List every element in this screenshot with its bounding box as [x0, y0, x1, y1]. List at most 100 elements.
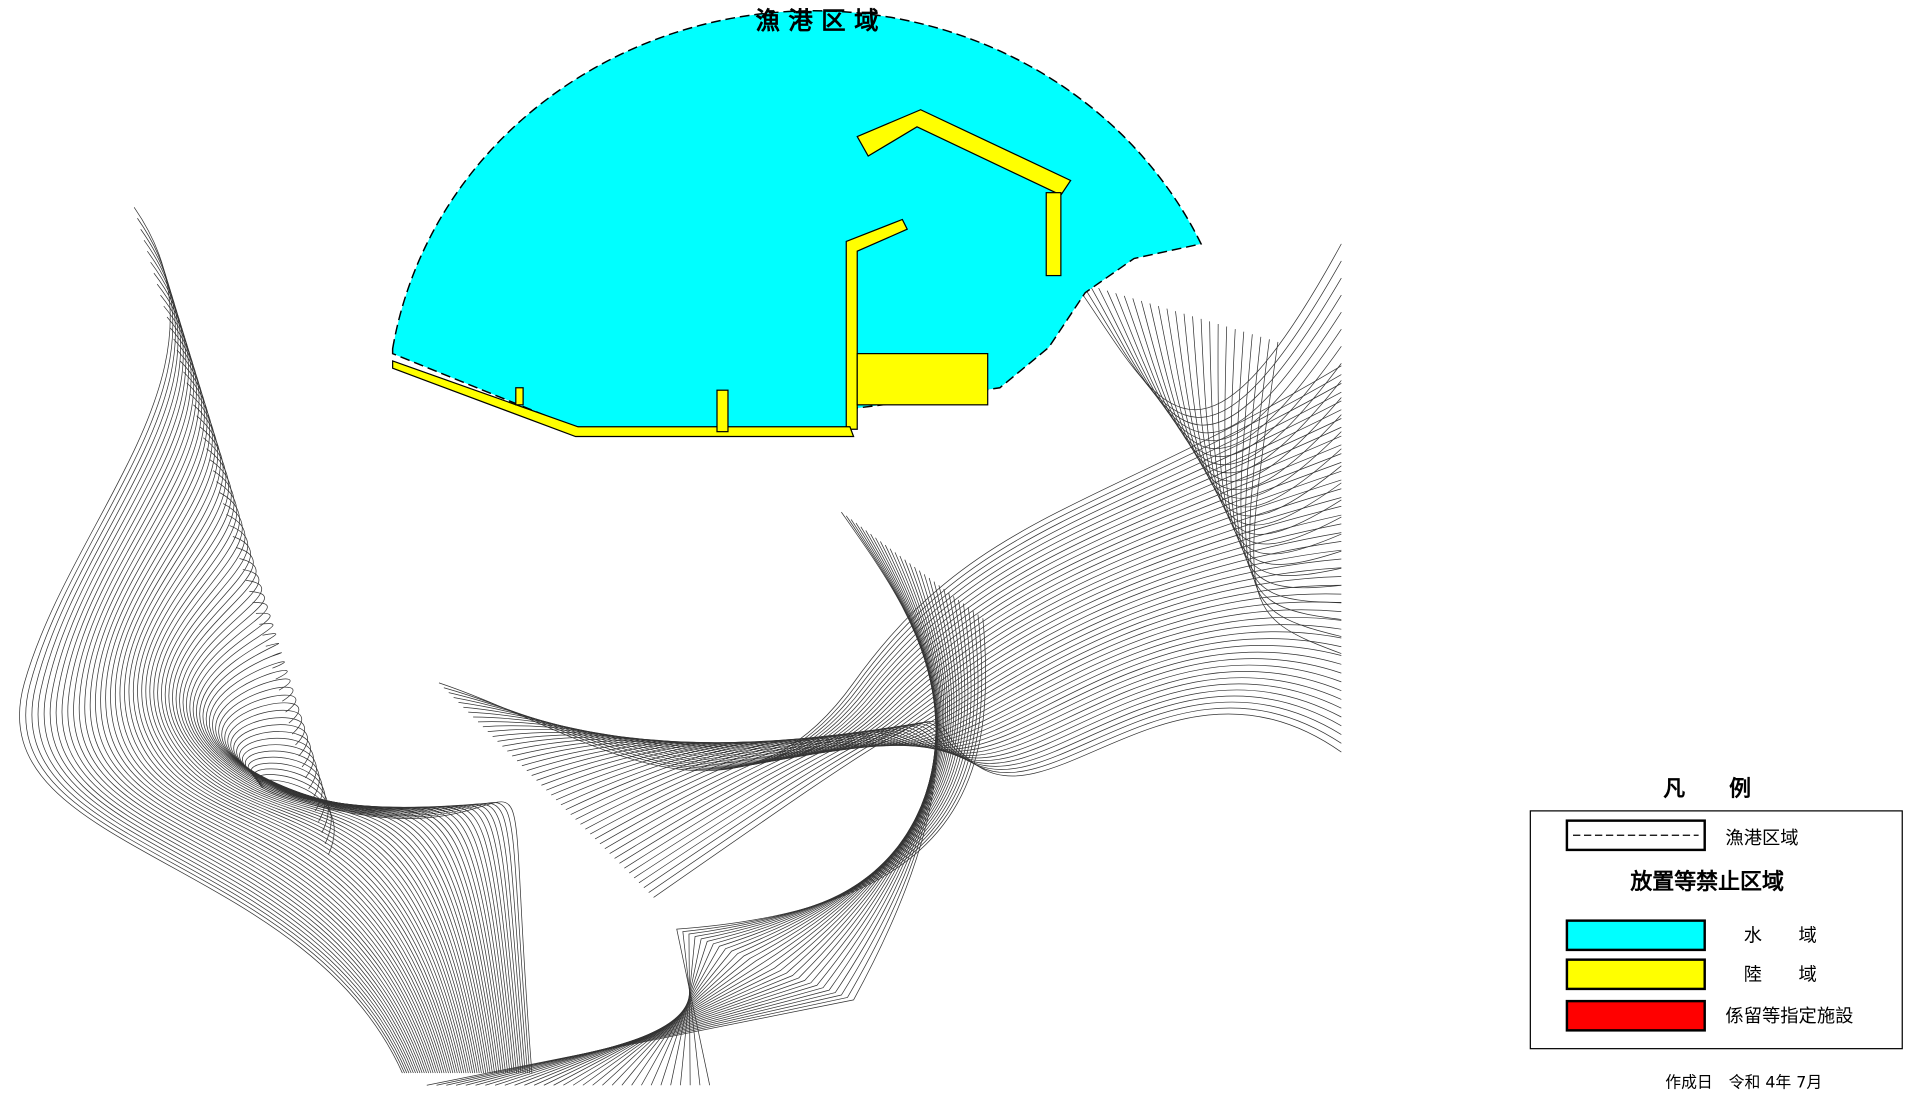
- contour: [543, 555, 942, 1086]
- contour: [648, 707, 1342, 893]
- contour: [192, 612, 484, 1074]
- contour: [585, 624, 1342, 830]
- contour: [487, 453, 1342, 761]
- contour: [250, 762, 526, 1074]
- contour: [463, 409, 1342, 766]
- contour: [67, 294, 421, 1074]
- contour: [186, 591, 480, 1074]
- legend-box: [1529, 810, 1903, 1050]
- contour: [124, 415, 445, 1074]
- contour: [582, 570, 948, 1086]
- contour: [475, 530, 937, 1086]
- contour: [638, 695, 1342, 884]
- legend-swatch: [1565, 958, 1706, 991]
- contour: [1081, 260, 1342, 418]
- contour: [570, 601, 1342, 815]
- contour: [179, 569, 476, 1074]
- contour: [73, 305, 423, 1074]
- contour: [660, 599, 969, 1086]
- legend-title: 凡 例: [1663, 777, 1751, 802]
- contour: [230, 717, 511, 1074]
- contour: [453, 391, 1342, 768]
- contour: [153, 492, 460, 1074]
- contour: [560, 584, 1342, 806]
- contour: [1175, 311, 1342, 508]
- contour: [621, 585, 957, 1086]
- contour: [572, 566, 947, 1086]
- contour: [555, 576, 1342, 801]
- contour: [512, 497, 1342, 757]
- contour: [175, 558, 473, 1074]
- contour: [514, 544, 939, 1086]
- contour: [1230, 329, 1342, 576]
- contour: [145, 470, 456, 1074]
- legend-label: 陸 域: [1744, 965, 1817, 986]
- legend-subtitle: 放置等禁止区域: [1629, 869, 1784, 895]
- contour: [485, 533, 937, 1086]
- yard: [856, 353, 989, 406]
- contour: [115, 393, 441, 1074]
- contour: [553, 559, 943, 1086]
- contour: [670, 603, 972, 1086]
- contour: [259, 779, 533, 1074]
- contour: [533, 552, 941, 1086]
- contour: [594, 638, 1342, 840]
- contour: [253, 768, 528, 1074]
- contour: [89, 338, 430, 1074]
- contour: [141, 459, 454, 1074]
- contour: [497, 470, 1342, 759]
- breakwater-arm: [1045, 192, 1062, 277]
- contour: [1192, 316, 1342, 526]
- contour: [631, 588, 960, 1086]
- contour: [157, 503, 463, 1074]
- contour: [137, 448, 452, 1074]
- contour: [590, 631, 1342, 835]
- contour: [1115, 293, 1342, 449]
- contour: [680, 607, 975, 1086]
- contour: [31, 229, 408, 1074]
- contour: [1106, 290, 1342, 442]
- contour: [482, 444, 1342, 762]
- contour: [448, 383, 1342, 769]
- contour: [110, 382, 438, 1074]
- legend-swatch: [1565, 999, 1706, 1032]
- contour: [132, 437, 449, 1074]
- contour: [37, 240, 410, 1074]
- contour: [676, 618, 987, 1086]
- contour: [611, 581, 955, 1086]
- contour: [1245, 336, 1342, 620]
- contour: [468, 418, 1342, 765]
- contour: [242, 744, 520, 1074]
- legend-swatch: [1565, 919, 1706, 952]
- contour: [182, 580, 478, 1074]
- contour: [438, 365, 1342, 772]
- legend-label: 係留等指定施設: [1725, 1006, 1853, 1027]
- contour: [149, 481, 458, 1074]
- contour: [602, 577, 952, 1086]
- contour: [609, 658, 1342, 854]
- contour: [95, 349, 432, 1074]
- contour: [247, 756, 524, 1074]
- contour: [119, 404, 443, 1074]
- contour: [524, 548, 940, 1086]
- legend-label: 漁港区域: [1725, 828, 1798, 849]
- contour: [443, 374, 1342, 771]
- contour: [233, 724, 513, 1074]
- quay: [392, 360, 855, 438]
- pier: [515, 387, 524, 406]
- contour: [592, 574, 950, 1086]
- contour: [531, 532, 1342, 776]
- contour: [1224, 326, 1342, 565]
- contour: [1149, 303, 1342, 482]
- contour: [55, 272, 416, 1074]
- contour: [565, 593, 1342, 810]
- contour: [1158, 305, 1342, 491]
- contour: [465, 526, 937, 1086]
- contour: [551, 567, 1342, 796]
- creation-date: 作成日 令和 4年 7月: [1665, 1072, 1822, 1091]
- contour: [25, 218, 405, 1074]
- contour: [455, 522, 937, 1086]
- contour: [619, 671, 1342, 864]
- contour: [504, 541, 938, 1086]
